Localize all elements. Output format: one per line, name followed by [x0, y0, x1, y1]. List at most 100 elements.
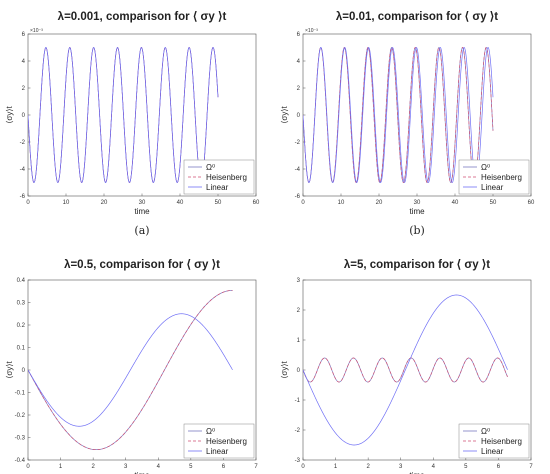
y-tick-label: 2 — [22, 86, 26, 92]
y-tick-label: 0 — [22, 113, 26, 119]
legend-entry: Heisenberg — [481, 437, 522, 446]
series-line-2 — [303, 357, 508, 383]
legend-entry: Ω⁰ — [206, 163, 215, 172]
series-line-3 — [303, 294, 508, 446]
legend-entry: Linear — [206, 447, 229, 456]
x-tick-label: 20 — [101, 200, 108, 206]
x-tick-label: 4 — [432, 464, 436, 470]
chart-panel-2: λ=0.01, comparison for ⟨ σy ⟩t0 10 20 30 40 5… — [280, 10, 535, 237]
series-line-2 — [28, 290, 233, 450]
subfigure-caption: (b) — [409, 224, 425, 237]
y-axis-label: ⟨σy⟩t — [5, 361, 14, 379]
chart-panel-1: λ=0.001, comparison for ⟨ σy ⟩t0 10 20 30 40… — [5, 10, 260, 237]
y-tick-label: 0 — [297, 368, 301, 374]
subfigure-caption: (a) — [134, 224, 149, 237]
x-tick-label: 7 — [254, 464, 258, 470]
x-tick-label: 1 — [334, 464, 338, 470]
y-scale-note: ×10⁻³ — [305, 28, 318, 34]
y-tick-label: -0.3 — [15, 436, 26, 442]
series-line-3 — [28, 47, 219, 183]
x-tick-label: 5 — [189, 464, 193, 470]
series-line-3 — [28, 313, 233, 427]
x-tick-label: 30 — [414, 200, 421, 206]
y-tick-label: -6 — [295, 194, 301, 200]
x-axis-label: time — [409, 207, 425, 216]
y-tick-label: 0.4 — [17, 278, 26, 284]
series-line-3 — [303, 47, 494, 183]
y-tick-label: -0.1 — [15, 391, 26, 397]
x-tick-label: 7 — [529, 464, 533, 470]
x-tick-label: 5 — [464, 464, 468, 470]
y-tick-label: 2 — [297, 308, 301, 314]
y-tick-label: 4 — [297, 59, 301, 65]
x-tick-label: 1 — [59, 464, 63, 470]
x-tick-label: 20 — [376, 200, 383, 206]
y-tick-label: -4 — [295, 167, 301, 173]
x-tick-label: 60 — [528, 200, 535, 206]
x-axis-label: time — [134, 207, 150, 216]
legend-entry: Heisenberg — [481, 173, 522, 182]
x-tick-label: 3 — [399, 464, 403, 470]
y-tick-label: -1 — [295, 398, 301, 404]
y-axis-label: ⟨σy⟩t — [280, 106, 289, 124]
y-axis-label: ⟨σy⟩t — [5, 106, 14, 124]
x-tick-label: 6 — [497, 464, 501, 470]
y-tick-label: 0 — [297, 113, 301, 119]
legend-entry: Ω⁰ — [206, 427, 215, 436]
y-tick-label: 1 — [297, 338, 301, 344]
x-tick-label: 0 — [301, 464, 305, 470]
legend-entry: Ω⁰ — [481, 427, 490, 436]
x-tick-label: 0 — [26, 200, 30, 206]
chart-panel-3: λ=0.5, comparison for ⟨ σy ⟩t 0 1 2 3 4 5 6 7 0.4… — [5, 258, 258, 474]
x-tick-label: 2 — [91, 464, 95, 470]
chart-title: λ=0.5, comparison for ⟨ σy ⟩t — [64, 258, 220, 271]
x-tick-label: 50 — [215, 200, 222, 206]
y-tick-label: -2 — [295, 428, 301, 434]
legend-entry: Linear — [481, 183, 504, 192]
y-tick-label: 0.2 — [17, 323, 26, 329]
y-tick-label: 0 — [22, 368, 26, 374]
legend-entry: Heisenberg — [206, 437, 247, 446]
legend-entry: Linear — [206, 183, 229, 192]
x-tick-label: 10 — [338, 200, 345, 206]
x-tick-label: 60 — [253, 200, 260, 206]
y-tick-label: 0.1 — [17, 346, 26, 352]
y-tick-label: 4 — [22, 59, 26, 65]
x-axis-label: time — [134, 471, 150, 474]
y-tick-label: 6 — [297, 32, 301, 38]
legend-entry: Heisenberg — [206, 173, 247, 182]
y-tick-label: -0.2 — [15, 413, 26, 419]
x-tick-label: 40 — [177, 200, 184, 206]
y-tick-label: 6 — [22, 32, 26, 38]
legend-entry: Linear — [481, 447, 504, 456]
x-tick-label: 0 — [26, 464, 30, 470]
x-tick-label: 6 — [222, 464, 226, 470]
x-axis-label: time — [409, 471, 425, 474]
y-axis-label: ⟨σy⟩t — [280, 361, 289, 379]
x-tick-label: 0 — [301, 200, 305, 206]
y-tick-label: -3 — [295, 458, 301, 464]
y-tick-label: -6 — [20, 194, 26, 200]
x-tick-label: 50 — [490, 200, 497, 206]
chart-title: λ=0.001, comparison for ⟨ σy ⟩t — [58, 10, 227, 23]
x-tick-label: 40 — [452, 200, 459, 206]
y-tick-label: 2 — [297, 86, 301, 92]
chart-title: λ=0.01, comparison for ⟨ σy ⟩t — [336, 10, 498, 23]
y-scale-note: ×10⁻³ — [30, 28, 43, 34]
y-tick-label: -2 — [295, 140, 301, 146]
chart-panel-4: λ=5, comparison for ⟨ σy ⟩t0 1 2 3 4 5 6 73210-… — [280, 258, 533, 474]
x-tick-label: 4 — [157, 464, 161, 470]
x-tick-label: 10 — [63, 200, 70, 206]
y-tick-label: -0.4 — [15, 458, 26, 464]
y-tick-label: -2 — [20, 140, 26, 146]
x-tick-label: 30 — [139, 200, 146, 206]
y-tick-label: 3 — [297, 278, 301, 284]
legend-entry: Ω⁰ — [481, 163, 490, 172]
x-tick-label: 3 — [124, 464, 128, 470]
